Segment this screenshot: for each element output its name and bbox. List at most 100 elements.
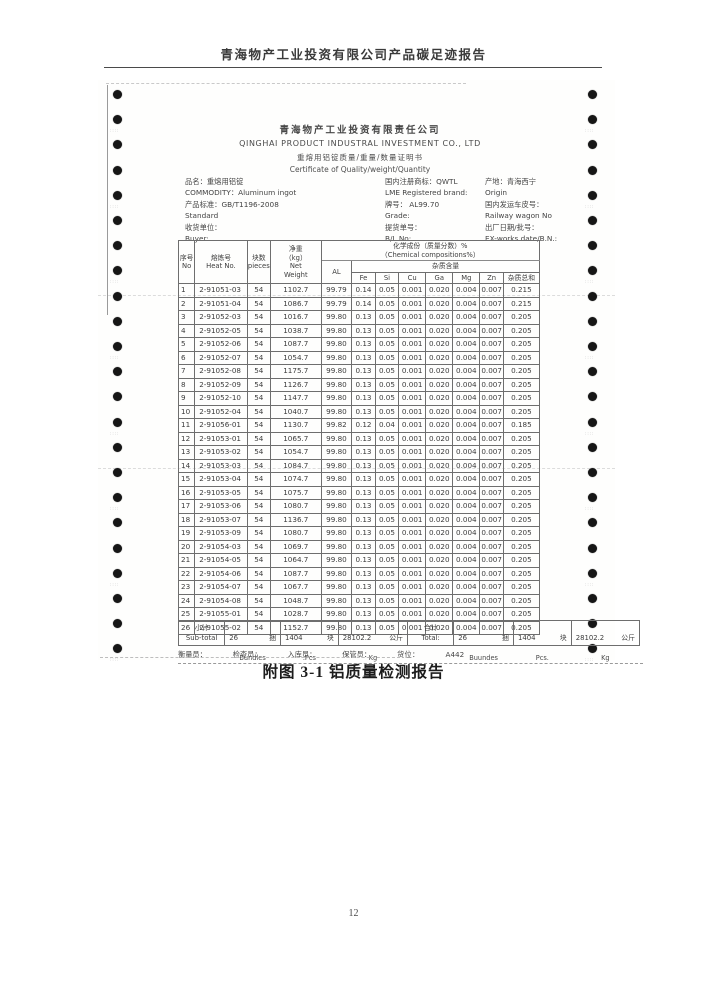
table-cell: 0.007	[479, 526, 504, 541]
table-cell: 1080.7	[270, 526, 322, 541]
col-header-pieces: 块数 pieces	[246, 240, 272, 284]
table-cell: 0.205	[502, 499, 541, 514]
tractor-feed-hole	[113, 644, 122, 654]
col-header-impurity-total: 杂质总和	[502, 271, 541, 284]
table-cell: 0.020	[425, 485, 454, 500]
table-cell: 0.004	[452, 580, 481, 595]
table-cell: 54	[246, 485, 272, 500]
table-cell: 0.205	[502, 512, 541, 527]
table-cell: 0.001	[398, 553, 427, 568]
table-cell: 0.007	[479, 607, 504, 622]
table-cell: 1074.7	[270, 472, 322, 487]
table-cell: 54	[246, 431, 272, 446]
table-cell: 99.79	[320, 283, 353, 298]
table-cell: 0.205	[502, 337, 541, 352]
table-cell: 54	[246, 404, 272, 419]
table-row: 20 2-91054-03 54 1069.7 99.80 0.13 0.05 0.001 0.…	[177, 539, 541, 554]
table-cell: 2-91053-09	[194, 526, 248, 541]
table-cell: 1038.7	[270, 323, 322, 338]
table-cell: 99.80	[320, 404, 353, 419]
table-cell: 0.020	[425, 296, 454, 311]
scan-smudge: ::::	[585, 582, 595, 586]
table-cell: 0.205	[502, 323, 541, 338]
table-cell: 0.007	[479, 418, 504, 433]
tractor-feed-hole	[588, 165, 597, 175]
tractor-feed-hole	[588, 342, 597, 351]
table-cell: 0.004	[452, 404, 481, 419]
table-cell: 0.13	[351, 485, 376, 500]
table-cell: 99.80	[320, 445, 353, 460]
scan-smudge: ::::	[585, 431, 595, 435]
table-cell: 54	[246, 323, 272, 338]
table-cell: 0.020	[425, 607, 454, 622]
table-row: 18 2-91053-07 54 1136.7 99.80 0.13 0.05 0.001 0.…	[177, 512, 541, 527]
table-cell: 2-91053-02	[194, 445, 248, 460]
certificate-title-cn: 重熔用铝锭质量/重量/数量证明书	[296, 153, 424, 162]
table-cell: 0.020	[425, 512, 454, 527]
table-cell: 8	[177, 377, 196, 392]
tractor-feed-hole	[113, 165, 122, 175]
table-cell: 0.004	[452, 364, 481, 379]
tractor-feed-hole	[588, 216, 597, 225]
table-cell: 0.205	[502, 485, 541, 500]
total-bundles-en: Buundes	[469, 654, 498, 662]
table-cell: 0.007	[479, 391, 504, 406]
tractor-feed-hole	[113, 90, 122, 99]
table-cell: 54	[246, 526, 272, 541]
table-cell: 54	[246, 458, 272, 473]
scanned-certificate: :::::::::::::::::::::::::::::::: :::::::…	[98, 80, 643, 664]
table-cell: 99.80	[320, 431, 353, 446]
table-row: 1 2-91051-03 54 1102.7 99.79 0.14 0.05 0.001 0.0…	[177, 283, 541, 298]
table-cell: 0.020	[425, 539, 454, 554]
table-cell: 0.007	[479, 458, 504, 473]
table-cell: 0.001	[398, 391, 427, 406]
table-cell: 1086.7	[270, 296, 322, 311]
total-pieces-en: Pcs.	[535, 654, 549, 662]
table-cell: 99.79	[320, 296, 353, 311]
table-cell: 2-91056-01	[194, 418, 248, 433]
table-cell: 0.007	[479, 620, 504, 635]
table-cell: 0.020	[425, 566, 454, 581]
table-cell: 0.205	[502, 391, 541, 406]
tractor-feed-hole	[588, 291, 597, 301]
subtotal-weight-unit: 公斤	[389, 634, 404, 642]
total-pieces: 1404 块 Pcs.	[512, 620, 571, 662]
table-cell: 0.001	[398, 337, 427, 352]
table-cell: 0.13	[351, 337, 376, 352]
col-header-heat-no: 熔炼号 Heat No.	[194, 240, 248, 284]
sig-weigher: 衡量员：	[178, 650, 207, 659]
table-cell: 0.205	[502, 566, 541, 581]
table-cell: 0.007	[479, 485, 504, 500]
table-cell: 2-91054-03	[194, 539, 248, 554]
table-cell: 2-91054-06	[194, 566, 248, 581]
table-cell: 0.020	[425, 350, 454, 365]
total-weight-en: Kg	[601, 654, 610, 662]
table-cell: 0.05	[374, 512, 400, 527]
tractor-feed-hole	[588, 543, 597, 553]
table-cell: 2-91052-06	[194, 337, 248, 352]
table-cell: 0.13	[351, 445, 376, 460]
table-cell: 0.020	[425, 391, 454, 406]
table-cell: 2-91055-01	[194, 607, 248, 622]
table-row: 6 2-91052-07 54 1054.7 99.80 0.13 0.05 0.001 0.0…	[177, 350, 541, 365]
table-cell: 12	[177, 431, 196, 446]
table-cell: 11	[177, 418, 196, 433]
table-cell: 1087.7	[270, 337, 322, 352]
table-cell: 1054.7	[270, 350, 322, 365]
table-cell: 5	[177, 337, 196, 352]
tractor-feed-hole	[113, 619, 122, 629]
table-cell: 0.001	[398, 418, 427, 433]
tractor-feed-hole	[113, 140, 122, 150]
table-cell: 0.14	[351, 283, 376, 298]
ingot-table-body: 1 2-91051-03 54 1102.7 99.79 0.14 0.05 0.001 0.0…	[177, 283, 541, 635]
table-cell: 1175.7	[270, 364, 322, 379]
tractor-feed-hole	[588, 568, 597, 578]
table-cell: 2-91053-03	[194, 458, 248, 473]
fields-column-brand: 国内注册商标：QWTL LME Registered brand: 牌号： AL…	[385, 177, 468, 244]
table-cell: 99.80	[320, 337, 353, 352]
table-cell: 54	[246, 337, 272, 352]
table-cell: 0.05	[374, 472, 400, 487]
table-cell: 2-91052-03	[194, 310, 248, 325]
table-cell: 0.020	[425, 283, 454, 298]
tractor-feed-hole	[113, 291, 122, 301]
